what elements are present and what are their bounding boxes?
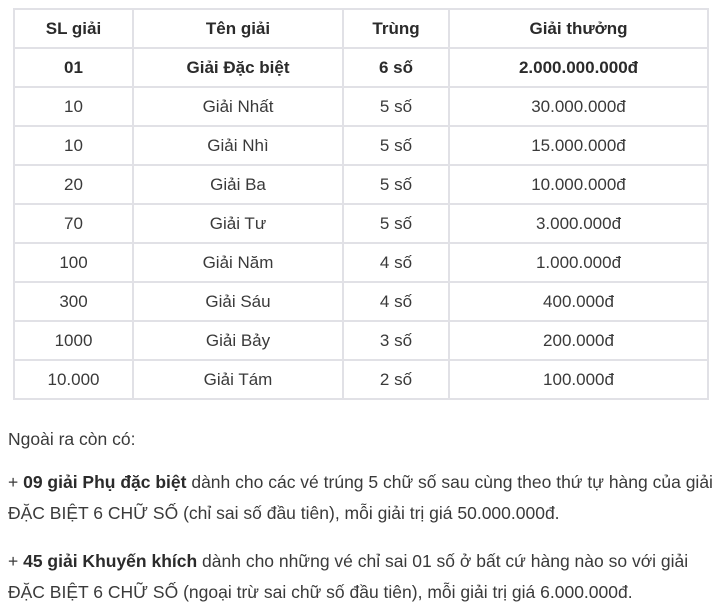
cell-prize-name: Giải Năm: [132, 242, 344, 283]
note-description: dành cho các vé trúng 5 chữ số sau cùng …: [8, 472, 713, 523]
cell-prize-value: 400.000đ: [448, 281, 709, 322]
cell-prize-value: 3.000.000đ: [448, 203, 709, 244]
table-row: 1000 Giải Bảy 3 số 200.000đ: [13, 320, 709, 361]
table-row: 20 Giải Ba 5 số 10.000.000đ: [13, 164, 709, 205]
note-special-sub-prize: + 09 giải Phụ đặc biệt dành cho các vé t…: [8, 467, 716, 529]
table-row: 100 Giải Năm 4 số 1.000.000đ: [13, 242, 709, 283]
cell-match: 5 số: [342, 86, 450, 127]
table-row: 01 Giải Đặc biệt 6 số 2.000.000.000đ: [13, 47, 709, 88]
table-row: 10 Giải Nhất 5 số 30.000.000đ: [13, 86, 709, 127]
notes-intro: Ngoài ra còn có:: [8, 429, 136, 449]
cell-quantity: 01: [13, 47, 134, 88]
note-bold-label: 45 giải Khuyến khích: [23, 551, 198, 571]
cell-prize-value: 30.000.000đ: [448, 86, 709, 127]
cell-prize-name: Giải Ba: [132, 164, 344, 205]
cell-quantity: 10: [13, 86, 134, 127]
cell-match: 4 số: [342, 242, 450, 283]
cell-prize-name: Giải Tư: [132, 203, 344, 244]
note-description: dành cho những vé chỉ sai 01 số ở bất cứ…: [8, 551, 689, 602]
header-quantity: SL giải: [13, 8, 134, 49]
header-prize-name: Tên giải: [132, 8, 344, 49]
cell-match: 4 số: [342, 281, 450, 322]
cell-prize-value: 10.000.000đ: [448, 164, 709, 205]
cell-prize-name: Giải Bảy: [132, 320, 344, 361]
cell-prize-name: Giải Đặc biệt: [132, 47, 344, 88]
table-row: 10.000 Giải Tám 2 số 100.000đ: [13, 359, 709, 400]
cell-match: 3 số: [342, 320, 450, 361]
note-bold-label: 09 giải Phụ đặc biệt: [23, 472, 187, 492]
note-consolation-prize: + 45 giải Khuyến khích dành cho những vé…: [8, 546, 716, 608]
cell-quantity: 100: [13, 242, 134, 283]
additional-prizes-notes: Ngoài ra còn có: + 09 giải Phụ đặc biệt …: [8, 428, 716, 608]
cell-prize-value: 1.000.000đ: [448, 242, 709, 283]
table-header-row: SL giải Tên giải Trùng Giải thưởng: [13, 8, 709, 49]
cell-match: 2 số: [342, 359, 450, 400]
cell-match: 5 số: [342, 164, 450, 205]
cell-prize-name: Giải Nhất: [132, 86, 344, 127]
cell-prize-name: Giải Nhì: [132, 125, 344, 166]
cell-quantity: 1000: [13, 320, 134, 361]
cell-match: 6 số: [342, 47, 450, 88]
cell-match: 5 số: [342, 203, 450, 244]
table-row: 300 Giải Sáu 4 số 400.000đ: [13, 281, 709, 322]
table-row: 10 Giải Nhì 5 số 15.000.000đ: [13, 125, 709, 166]
cell-prize-value: 2.000.000.000đ: [448, 47, 709, 88]
note-prefix: +: [8, 551, 24, 571]
prize-table: SL giải Tên giải Trùng Giải thưởng 01 Gi…: [13, 8, 709, 400]
cell-quantity: 20: [13, 164, 134, 205]
cell-quantity: 10.000: [13, 359, 134, 400]
cell-quantity: 10: [13, 125, 134, 166]
cell-match: 5 số: [342, 125, 450, 166]
cell-quantity: 300: [13, 281, 134, 322]
cell-prize-value: 200.000đ: [448, 320, 709, 361]
cell-prize-name: Giải Tám: [132, 359, 344, 400]
header-prize-value: Giải thưởng: [448, 8, 709, 49]
cell-prize-value: 100.000đ: [448, 359, 709, 400]
cell-prize-name: Giải Sáu: [132, 281, 344, 322]
cell-prize-value: 15.000.000đ: [448, 125, 709, 166]
header-match: Trùng: [342, 8, 450, 49]
note-prefix: +: [8, 472, 24, 492]
cell-quantity: 70: [13, 203, 134, 244]
table-row: 70 Giải Tư 5 số 3.000.000đ: [13, 203, 709, 244]
